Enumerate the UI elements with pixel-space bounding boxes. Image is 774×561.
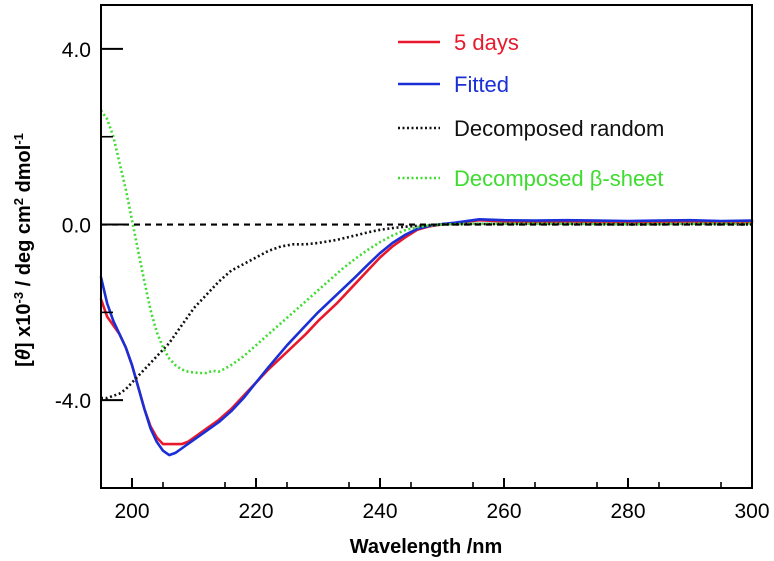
y-tick-label: -4.0 [55, 390, 91, 413]
series-line-1 [99, 218, 754, 457]
y-axis-title: [θ] x10-3 / deg cm2 dmol-1 [11, 133, 36, 367]
legend-label-5-days: 5 days [454, 30, 519, 55]
y-tick-label: 0.0 [62, 215, 91, 238]
series-line-3 [99, 109, 752, 375]
x-tick-label: 200 [114, 500, 149, 523]
y-tick-label: 4.0 [62, 39, 91, 62]
x-axis-title: Wavelength /nm [350, 536, 503, 558]
x-tick-label: 260 [486, 500, 521, 523]
series-line-0 [99, 218, 754, 446]
legend-label-decomposed-random: Decomposed random [454, 116, 664, 141]
x-tick-label: 220 [238, 500, 273, 523]
legend: 5 days Fitted Decomposed random Decompos… [398, 30, 664, 191]
series-layer [99, 109, 754, 457]
x-tick-label: 280 [610, 500, 645, 523]
legend-label-fitted: Fitted [454, 72, 509, 97]
x-tick-label: 300 [734, 500, 769, 523]
plot-frame [100, 4, 753, 489]
series-line-2 [101, 222, 753, 400]
legend-label-decomposed-beta-sheet: Decomposed β-sheet [454, 166, 664, 191]
ticks-layer: 200 220 240 260 280 300 4.0 0.0 -4.0 [55, 39, 770, 523]
x-tick-label: 240 [362, 500, 397, 523]
